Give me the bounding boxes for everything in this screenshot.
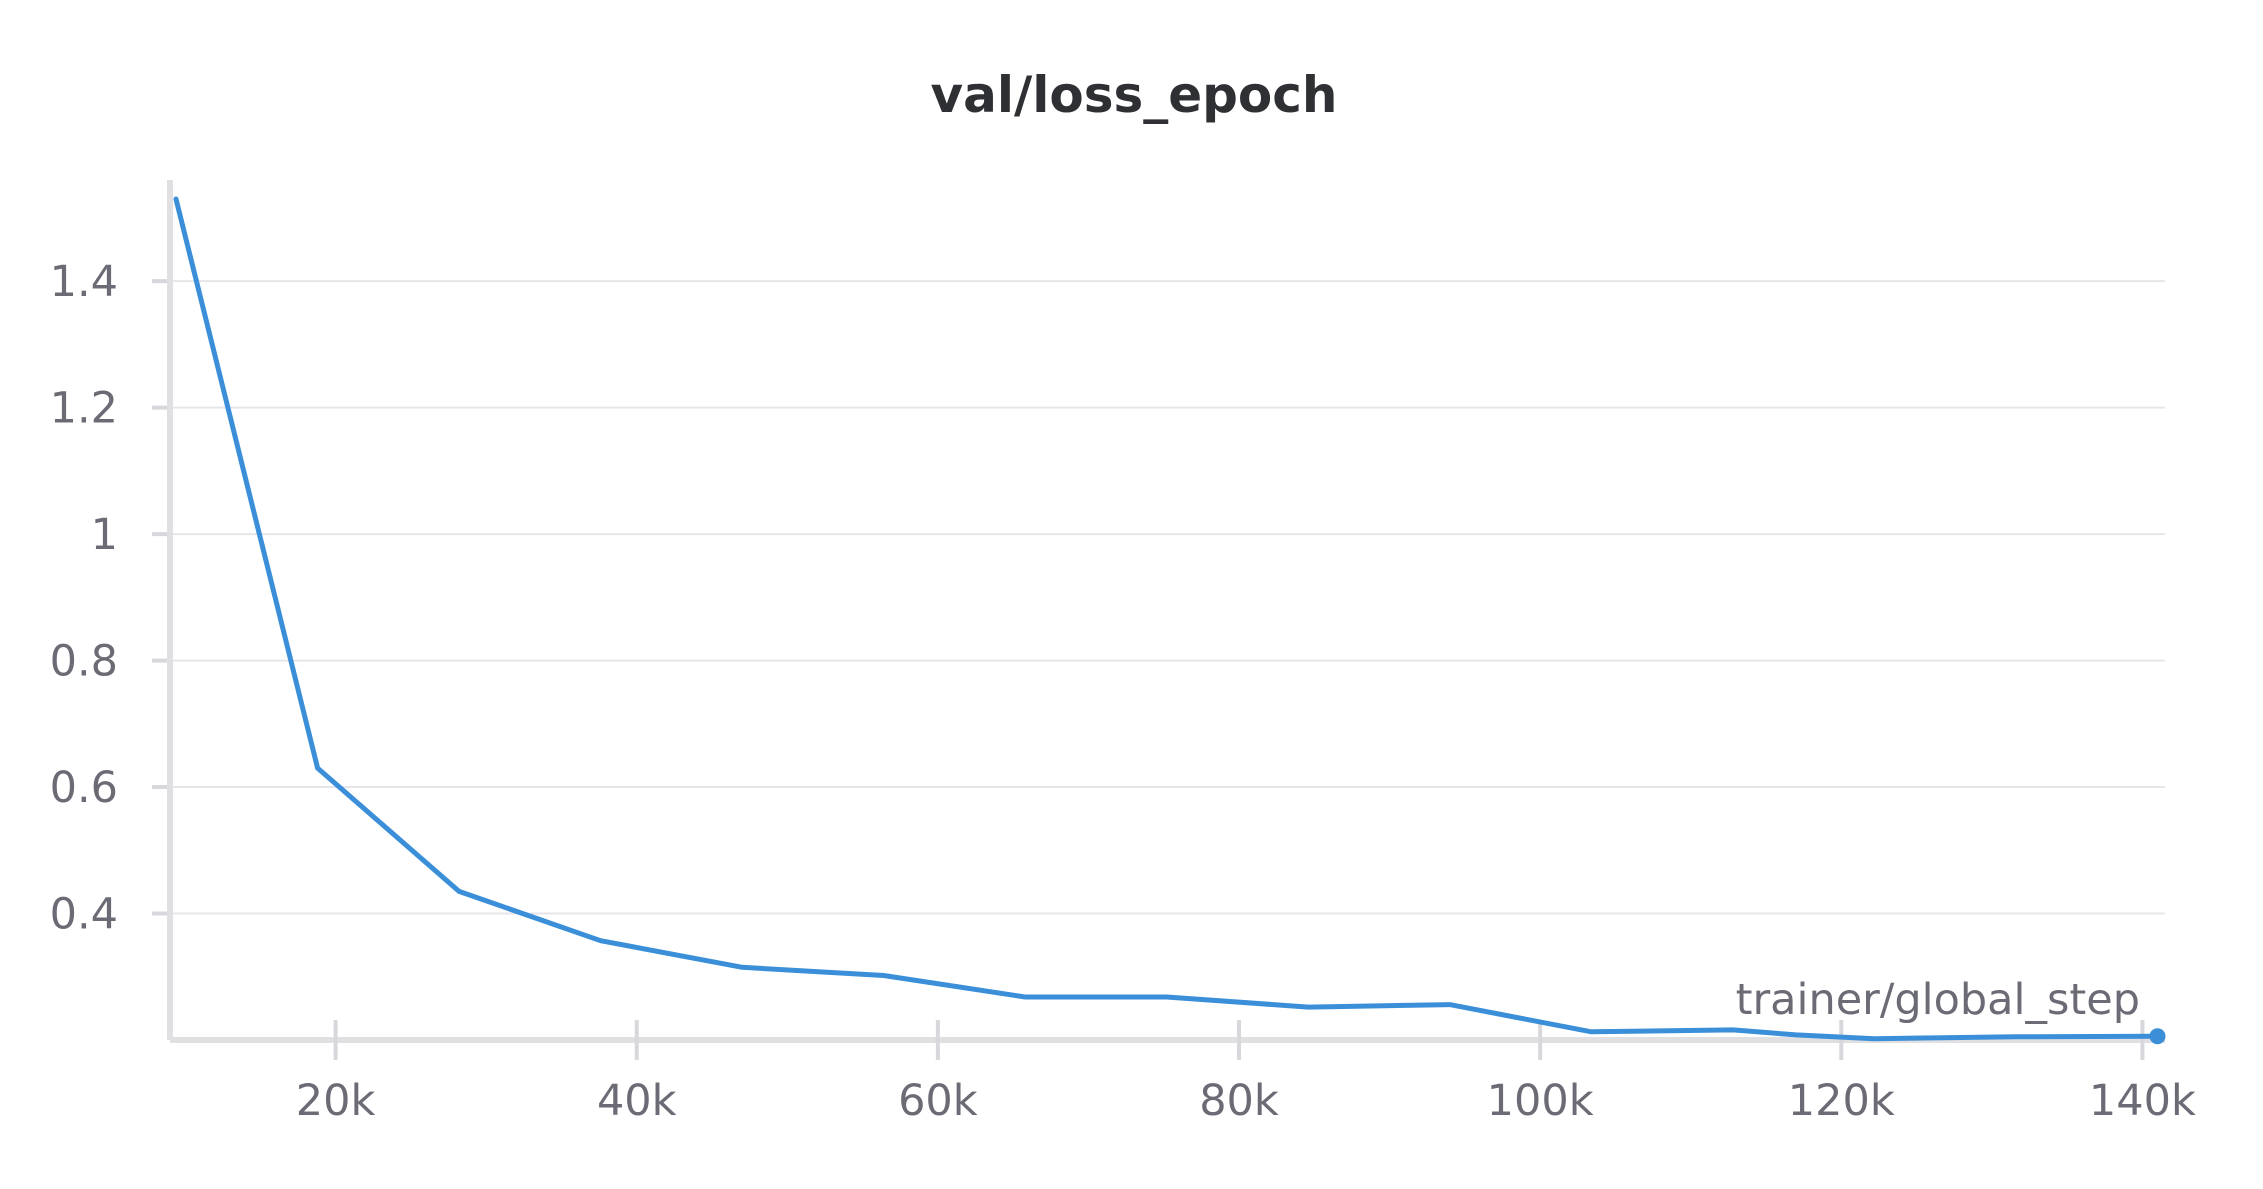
x-tick-label: 20k (296, 1076, 376, 1126)
series-line (173, 196, 2160, 1042)
series-end-point (2149, 1028, 2166, 1045)
x-tick-label: 40k (597, 1076, 677, 1126)
series-layer (173, 196, 2166, 1045)
x-axis-title: trainer/global_step (1736, 975, 2140, 1025)
x-tick-label: 80k (1199, 1076, 1279, 1126)
x-tick-label: 100k (1487, 1076, 1594, 1126)
gridlines (170, 280, 2165, 915)
axes (152, 180, 2165, 1060)
tick-labels: 0.4 0.6 0.8 1 1.2 1.4 20k 40k 60k 80k 100k 120k 140k (50, 257, 2196, 1126)
y-tick-label: 1 (91, 510, 118, 560)
y-tick-label: 1.4 (50, 257, 118, 307)
y-tick-label: 0.8 (50, 637, 118, 687)
y-tick-label: 0.4 (50, 890, 118, 940)
x-tick-label: 60k (898, 1076, 978, 1126)
x-tick-label: 140k (2089, 1076, 2196, 1126)
y-tick-label: 1.2 (50, 384, 118, 434)
x-tick-label: 120k (1788, 1076, 1895, 1126)
y-tick-label: 0.6 (50, 763, 118, 813)
chart-title: val/loss_epoch (930, 66, 1337, 124)
